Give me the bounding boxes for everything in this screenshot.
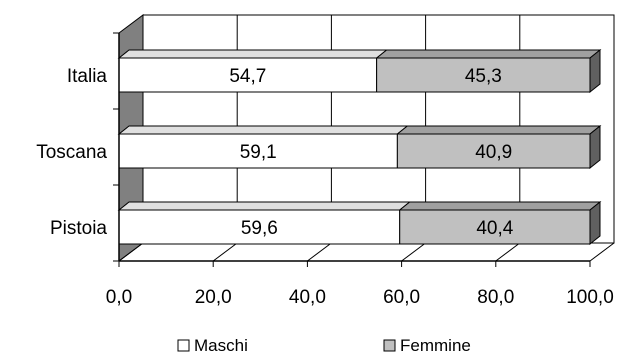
data-label: 59,6	[241, 218, 278, 239]
x-tick-label: 0,0	[106, 287, 132, 308]
floor-gridline	[495, 242, 521, 262]
bar-top-femmine	[398, 201, 602, 211]
floor-gridline	[307, 242, 332, 262]
bar-maschi	[118, 57, 378, 93]
x-tick-label: 100,0	[566, 287, 614, 308]
axes	[113, 32, 591, 267]
bar-side	[589, 200, 601, 246]
category-label: Toscana	[36, 142, 107, 163]
floor-gridline	[401, 242, 426, 262]
x-tick-label: 80,0	[477, 287, 514, 308]
x-tick-label: 40,0	[289, 287, 326, 308]
data-label: 54,7	[229, 66, 266, 87]
bar-top-maschi	[117, 49, 389, 59]
bar-femmine	[396, 133, 591, 169]
floor-gridline	[589, 242, 615, 262]
bar-femmine	[376, 57, 591, 93]
bar-femmine	[399, 209, 591, 245]
bar-side	[589, 124, 601, 170]
data-label: 59,1	[240, 142, 277, 163]
legend: Maschi Femmine	[177, 336, 471, 355]
legend-swatch-femmine	[383, 339, 396, 352]
bar-top-maschi	[117, 125, 409, 135]
bar-maschi	[118, 209, 401, 245]
bars: 54,7 45,3 59,1 40,9 59,6 40,4	[117, 48, 602, 246]
bar-top-femmine	[395, 125, 602, 135]
floor-gridline	[212, 242, 238, 262]
bar-side	[589, 48, 601, 94]
legend-label-maschi: Maschi	[194, 336, 248, 355]
legend-swatch-maschi	[177, 339, 190, 352]
bar-top-femmine	[375, 49, 602, 59]
floor-gridline	[118, 242, 144, 262]
x-tick-label: 60,0	[383, 287, 420, 308]
x-tick-label: 20,0	[195, 287, 232, 308]
data-label: 45,3	[465, 66, 502, 87]
bar-maschi	[118, 133, 398, 169]
bar-top-maschi	[117, 201, 412, 211]
legend-label-femmine: Femmine	[400, 336, 471, 355]
category-label: Pistoia	[50, 218, 107, 239]
category-labels: Italia Toscana Pistoia	[36, 66, 107, 239]
category-label: Italia	[67, 66, 108, 87]
x-tick-labels: 0,0 20,0 40,0 60,0 80,0 100,0	[106, 287, 614, 308]
data-label: 40,4	[476, 218, 513, 239]
data-label: 40,9	[475, 142, 512, 163]
